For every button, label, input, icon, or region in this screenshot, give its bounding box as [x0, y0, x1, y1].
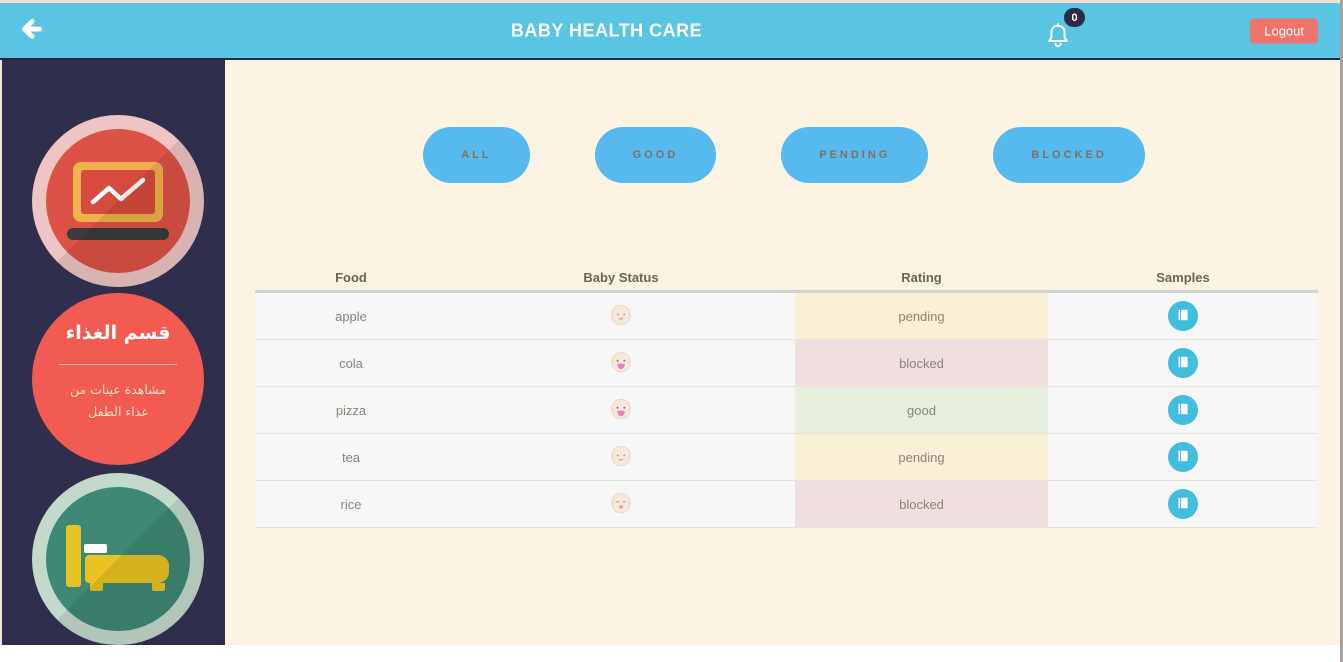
column-header-status: Baby Status — [583, 270, 659, 285]
samples-cell — [1048, 293, 1318, 339]
view-samples-button[interactable] — [1168, 301, 1198, 331]
food-section-subtitle: مشاهدة عينات من غذاء الطفل — [69, 381, 167, 419]
baby-face-icon — [610, 491, 632, 518]
book-icon — [1174, 400, 1192, 421]
food-name-cell: apple — [335, 308, 367, 324]
sidebar: قسم الغذاء مشاهدة عينات من غذاء الطفل — [0, 60, 225, 645]
bed-icon — [46, 487, 190, 631]
table-row: cola blocked — [255, 340, 1318, 387]
baby-face-icon — [610, 303, 632, 330]
food-name-cell: cola — [339, 355, 363, 371]
sidebar-item-food-section[interactable]: قسم الغذاء مشاهدة عينات من غذاء الطفل — [32, 293, 204, 465]
baby-face-icon — [610, 397, 632, 424]
filter-button-blocked[interactable]: BLOCKED — [993, 127, 1145, 183]
food-section-title: قسم الغذاء — [65, 321, 171, 344]
rating-cell: pending — [795, 434, 1048, 480]
notifications-button[interactable]: 0 — [1043, 8, 1085, 50]
table-row: rice blocked — [255, 481, 1318, 528]
baby-status-cell — [447, 481, 795, 527]
back-button[interactable] — [14, 14, 48, 48]
table-body: apple pending cola blocked pizza good tea pendi… — [255, 293, 1318, 528]
baby-face-icon — [610, 350, 632, 377]
rating-cell: pending — [795, 293, 1048, 339]
view-samples-button[interactable] — [1168, 489, 1198, 519]
filter-bar: ALL GOOD PENDING BLOCKED — [225, 60, 1343, 183]
food-name-cell: tea — [341, 449, 361, 465]
page-title: BABY HEALTH CARE — [510, 20, 703, 40]
book-icon — [1174, 306, 1192, 327]
rating-cell: good — [795, 387, 1048, 433]
column-header-food: Food — [335, 270, 367, 285]
filter-button-all[interactable]: ALL — [423, 127, 530, 183]
samples-cell — [1048, 434, 1318, 480]
view-samples-button[interactable] — [1168, 348, 1198, 378]
sidebar-item-sleep[interactable] — [32, 473, 204, 645]
food-name-cell: pizza — [335, 402, 367, 418]
samples-cell — [1048, 481, 1318, 527]
column-header-rating: Rating — [901, 270, 942, 285]
baby-status-cell — [447, 387, 795, 433]
scrollbar[interactable] — [1340, 0, 1343, 662]
window-top-border — [0, 0, 1343, 3]
baby-status-cell — [447, 293, 795, 339]
table-row: pizza good — [255, 387, 1318, 434]
filter-button-good[interactable]: GOOD — [594, 127, 717, 183]
monitor-chart-icon — [46, 129, 190, 273]
baby-status-cell — [447, 434, 795, 480]
table-header-row: Food Baby Status Rating Samples — [255, 265, 1318, 293]
book-icon — [1174, 494, 1192, 515]
book-icon — [1174, 353, 1192, 374]
samples-cell — [1048, 340, 1318, 386]
app-header: BABY HEALTH CARE 0 Logout — [0, 3, 1343, 60]
table-row: tea pending — [255, 434, 1318, 481]
view-samples-button[interactable] — [1168, 395, 1198, 425]
notification-count-badge: 0 — [1064, 8, 1085, 27]
food-name-cell: rice — [340, 496, 362, 512]
baby-face-icon — [610, 444, 632, 471]
view-samples-button[interactable] — [1168, 442, 1198, 472]
food-samples-table: Food Baby Status Rating Samples apple pen… — [255, 265, 1318, 528]
book-icon — [1174, 447, 1192, 468]
divider — [59, 363, 177, 365]
sidebar-item-monitoring[interactable] — [32, 115, 204, 287]
table-row: apple pending — [255, 293, 1318, 340]
logout-button[interactable]: Logout — [1250, 18, 1318, 43]
column-header-samples: Samples — [1156, 270, 1210, 285]
arrow-left-icon — [18, 16, 44, 45]
main-content: ALL GOOD PENDING BLOCKED Food Baby Statu… — [225, 60, 1343, 645]
baby-status-cell — [447, 340, 795, 386]
samples-cell — [1048, 387, 1318, 433]
rating-cell: blocked — [795, 481, 1048, 527]
rating-cell: blocked — [795, 340, 1048, 386]
bell-icon — [1043, 23, 1073, 54]
app-body: قسم الغذاء مشاهدة عينات من غذاء الطفل — [0, 60, 1343, 645]
filter-button-pending[interactable]: PENDING — [781, 127, 929, 183]
